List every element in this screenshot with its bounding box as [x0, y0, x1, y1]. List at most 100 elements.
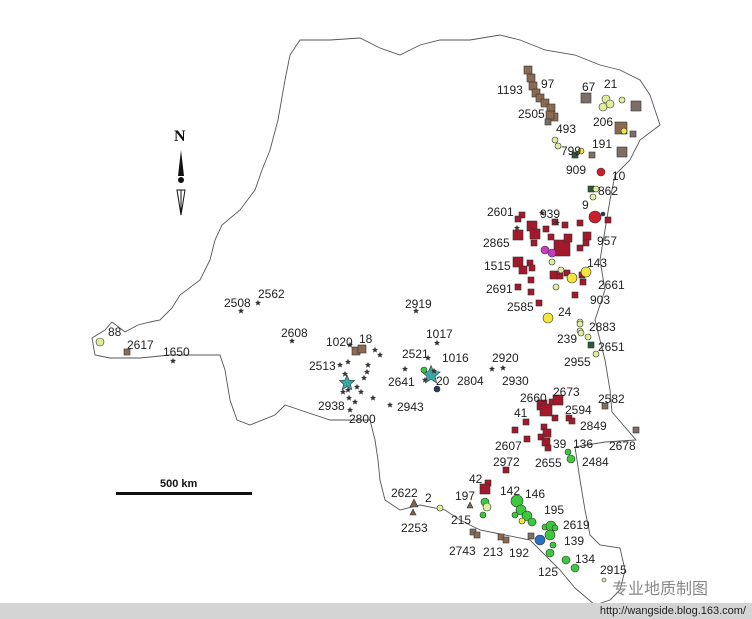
- darkred-square-marker: [512, 229, 524, 241]
- deposit-label: 206: [593, 115, 613, 129]
- deposit-label: 903: [590, 293, 610, 307]
- dark-star-marker: [347, 406, 353, 413]
- darkred-square-marker: [529, 228, 541, 240]
- brown-square-marker: [123, 348, 131, 356]
- darkred-square-marker: [561, 221, 569, 229]
- green-circle-marker: [511, 511, 519, 519]
- brown-triangle-marker: [409, 498, 419, 508]
- dark-star-marker: [489, 365, 495, 372]
- palegreen-circle-marker: [592, 185, 600, 193]
- blue-circle-marker: [534, 534, 546, 546]
- palegreen-circle-marker: [548, 258, 556, 266]
- deposit-label: 2484: [582, 455, 609, 469]
- deposit-label: 10: [612, 169, 626, 183]
- grey-square-marker: [629, 130, 637, 138]
- dark-star-marker: [365, 361, 371, 368]
- deposit-label: 939: [540, 207, 560, 221]
- darkred-square-marker: [539, 403, 553, 417]
- green-circle-marker: [479, 511, 487, 519]
- deposit-label: 41: [514, 406, 528, 420]
- darkred-square-marker: [522, 418, 530, 426]
- deposit-label: 493: [556, 122, 576, 136]
- deposit-label: 2804: [457, 374, 484, 388]
- deposit-label: 215: [451, 513, 471, 527]
- darkgreen-square-marker: [587, 341, 595, 349]
- dark-star-marker: [422, 376, 428, 383]
- deposit-label: 2562: [258, 287, 285, 301]
- deposit-label: 2678: [609, 439, 636, 453]
- deposit-label: 2865: [483, 236, 510, 250]
- navy-circle-marker: [433, 385, 441, 393]
- deposit-label: 213: [483, 545, 503, 559]
- grey-square-marker: [616, 146, 628, 158]
- deposit-label: 136: [573, 437, 593, 451]
- dark-star-marker: [340, 388, 346, 395]
- dark-star-marker: [539, 209, 545, 216]
- palegreen-circle-marker: [618, 96, 626, 104]
- scale-bar-label: 500 km: [160, 478, 198, 490]
- deposit-markers: [95, 65, 642, 583]
- deposit-label: 2883: [589, 320, 616, 334]
- brown-square-marker: [545, 110, 555, 120]
- darkred-square-marker: [527, 276, 535, 284]
- darkred-square-marker: [537, 433, 545, 441]
- deposit-label: 125: [538, 565, 558, 579]
- deposit-label: 18: [359, 332, 373, 346]
- dark-star-marker: [377, 351, 383, 358]
- deposit-label: 2651: [598, 340, 625, 354]
- dark-star-marker: [345, 358, 351, 365]
- darkred-square-marker: [563, 269, 571, 277]
- dark-star-marker: [387, 401, 393, 408]
- darkred-square-marker: [563, 233, 573, 243]
- darkred-square-marker: [530, 239, 538, 247]
- darkred-square-marker: [568, 417, 576, 425]
- grey-square-marker: [527, 532, 535, 540]
- deposit-label: 192: [509, 546, 529, 560]
- darkred-square-marker: [514, 283, 522, 291]
- north-label: N: [174, 128, 186, 145]
- darkred-square-marker: [535, 299, 543, 307]
- brown-square-marker: [526, 73, 536, 83]
- deposit-label: 2641: [388, 375, 415, 389]
- deposit-label: 2660: [520, 391, 547, 405]
- deposit-label: 1017: [426, 327, 453, 341]
- palegreen-circle-marker: [589, 193, 597, 201]
- darkred-square-marker: [551, 414, 559, 422]
- darkred-square-marker: [582, 239, 590, 247]
- dark-star-marker: [170, 357, 176, 364]
- dark-star-marker: [434, 339, 440, 346]
- yellow-circle-marker: [580, 266, 592, 278]
- darkred-square-marker: [604, 216, 612, 224]
- deposit-label: 2919: [405, 297, 432, 311]
- brown-square-marker: [473, 531, 481, 539]
- dark-star-marker: [425, 354, 431, 361]
- green-circle-marker: [521, 510, 533, 522]
- red-circle-marker: [588, 210, 602, 224]
- grey-square-marker: [580, 92, 592, 104]
- brown-square-marker: [540, 98, 550, 108]
- darkred-square-marker: [571, 291, 579, 299]
- deposit-label: 39: [553, 437, 567, 451]
- darkred-square-marker: [518, 211, 526, 219]
- dark-star-marker: [238, 307, 244, 314]
- darkred-square-marker: [576, 244, 584, 252]
- green-circle-marker: [561, 555, 571, 565]
- deposit-label: 2253: [401, 521, 428, 535]
- darkred-square-marker: [479, 483, 491, 495]
- grey-square-marker: [632, 426, 640, 434]
- deposit-label: 239: [557, 332, 577, 346]
- deposit-label: 2513: [309, 359, 336, 373]
- grey-square-marker: [544, 118, 552, 126]
- darkred-square-marker: [553, 239, 571, 257]
- darkgreen-square-marker: [571, 151, 579, 159]
- yellow-circle-marker: [577, 147, 585, 155]
- grey-square-marker: [588, 151, 596, 159]
- dark-star-marker: [347, 341, 353, 348]
- dark-star-marker: [431, 367, 437, 374]
- green-circle-marker: [551, 524, 559, 532]
- deposit-label: 2505: [518, 107, 545, 121]
- palegreen-circle-marker: [584, 333, 592, 341]
- navy-circle-marker: [600, 211, 606, 217]
- deposit-label: 97: [541, 77, 555, 91]
- deposit-label: 195: [544, 503, 564, 517]
